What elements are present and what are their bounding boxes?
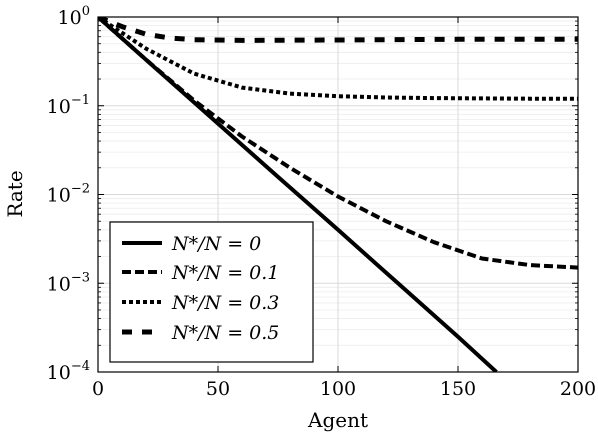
- x-tick-labels: 0 50 100 150 200: [92, 378, 596, 400]
- legend-label-2: N*/N = 0.1: [171, 262, 279, 284]
- y-tick-base: 10: [47, 96, 71, 118]
- x-tick-label: 0: [92, 378, 104, 400]
- series-line-2: [98, 17, 578, 270]
- y-tick-base: 10: [47, 185, 71, 207]
- legend-label-3: N*/N = 0.3: [171, 292, 279, 314]
- y-tick-exponent: −2: [71, 182, 90, 197]
- y-tick-exponent: 0: [82, 4, 90, 19]
- y-tick-label: 10−2: [47, 182, 90, 207]
- y-tick-label: 100: [58, 4, 90, 29]
- y-tick-exponent: −1: [71, 93, 90, 108]
- x-tick-label: 50: [206, 378, 230, 400]
- x-tick-label: 100: [320, 378, 356, 400]
- legend-label-1: N*/N = 0: [171, 233, 261, 255]
- series-line-3: [98, 17, 578, 101]
- x-tick-label: 150: [440, 378, 476, 400]
- y-tick-label: 10−4: [47, 359, 90, 384]
- y-tick-exponent: −3: [71, 270, 90, 285]
- y-tick-base: 10: [47, 273, 71, 295]
- legend-label-4: N*/N = 0.5: [171, 322, 279, 344]
- y-tick-exponent: −4: [71, 359, 90, 374]
- legend: N*/N = 0 N*/N = 0.1 N*/N = 0.3 N*/N = 0.5: [109, 221, 314, 363]
- y-tick-base: 10: [58, 7, 82, 29]
- series-layer: [98, 17, 578, 372]
- y-tick-base: 10: [47, 362, 71, 384]
- series-line-4: [98, 17, 578, 43]
- legend-box: [109, 221, 314, 363]
- x-axis-title: Agent: [307, 408, 368, 432]
- tick-marks: [97, 16, 579, 373]
- y-tick-label: 10−1: [47, 93, 90, 118]
- y-tick-label: 10−3: [47, 270, 90, 295]
- x-tick-label: 200: [560, 378, 596, 400]
- y-axis-title: Rate: [3, 170, 27, 217]
